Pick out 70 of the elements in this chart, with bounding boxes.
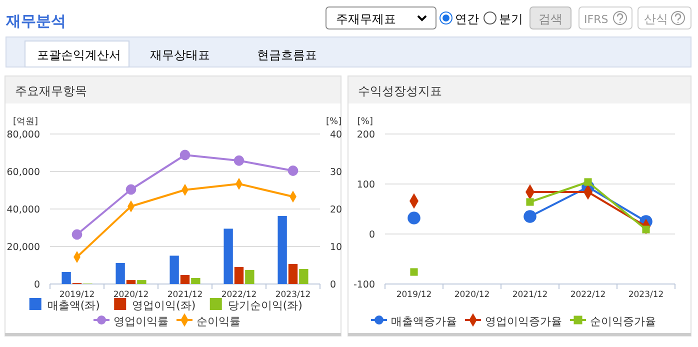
bar	[191, 278, 200, 284]
x-tick-label: 2020/12	[113, 290, 149, 300]
y-tick-label: 60,000	[6, 167, 40, 178]
text: 포괄손익계산서	[37, 48, 121, 62]
y-tick-label: 0	[34, 280, 40, 290]
point	[524, 210, 536, 223]
text: 주재무제표	[336, 12, 396, 26]
point	[288, 166, 298, 176]
y-tick-label: 80,000	[6, 130, 40, 140]
y-axis-title: [억원]	[12, 117, 38, 127]
x-tick-label: 2021/12	[512, 290, 548, 300]
text: 재무상태표	[150, 48, 210, 62]
bar	[278, 216, 287, 284]
text: 분기	[499, 12, 523, 26]
bar	[126, 280, 136, 284]
point	[408, 212, 420, 224]
x-tick-label: 2022/12	[221, 290, 257, 300]
bar	[224, 228, 233, 284]
legend-label: 매출액(좌)	[47, 299, 100, 312]
point	[72, 229, 82, 240]
text: 재무분석	[5, 12, 66, 30]
x-tick-label: 2019/12	[59, 290, 95, 300]
y-tick-label: 200	[356, 130, 375, 140]
y2-axis-title: [%]	[326, 117, 342, 127]
bar	[137, 280, 146, 284]
x-tick-label: 2021/12	[167, 290, 203, 300]
y-tick-label: -100	[353, 280, 375, 290]
bar	[288, 264, 298, 284]
chart-title: 주요재무항목	[15, 84, 87, 98]
x-tick-label: 2023/12	[628, 290, 664, 300]
point	[234, 155, 244, 166]
y-tick-label: 100	[356, 180, 375, 190]
y2-tick-label: 0	[330, 280, 336, 290]
bar	[234, 266, 244, 284]
y-tick-label: 0	[368, 230, 375, 240]
bar	[116, 263, 125, 284]
text: IFRS	[584, 13, 608, 26]
bar	[62, 272, 71, 284]
text: 검색	[538, 12, 562, 26]
x-tick-label: 2022/12	[570, 290, 606, 300]
bar	[299, 269, 308, 284]
point	[526, 198, 534, 206]
legend-label: 당기순이익(좌)	[228, 299, 302, 312]
text: 현금흐름표	[257, 48, 317, 62]
point	[410, 268, 418, 276]
x-tick-label: 2020/12	[454, 290, 490, 300]
y2-tick-label: 20	[330, 204, 342, 216]
y2-tick-label: 10	[330, 242, 342, 253]
point	[180, 150, 190, 160]
text: 연간	[455, 12, 479, 26]
y-tick-label: 20,000	[6, 242, 40, 253]
legend-label: 영업이익(좌)	[132, 299, 196, 312]
legend-label: 영업이익률	[114, 315, 168, 328]
y2-tick-label: 30	[330, 167, 342, 178]
y-axis-title: [%]	[357, 117, 373, 127]
y2-tick-label: 40	[330, 130, 342, 140]
legend-label: 순이익률	[196, 315, 240, 328]
bar	[170, 256, 179, 284]
bar	[245, 270, 254, 284]
bar	[180, 275, 190, 284]
x-tick-label: 2023/12	[275, 290, 311, 300]
legend-label: 순이익증가율	[590, 315, 656, 328]
legend-label: 영업이익증가율	[485, 315, 562, 328]
legend-label: 매출액증가율	[391, 315, 457, 328]
text: 산식	[644, 12, 668, 26]
point	[584, 178, 592, 186]
y-tick-label: 40,000	[6, 204, 40, 216]
chart-title: 수익성장성지표	[358, 84, 442, 98]
x-tick-label: 2019/12	[396, 290, 432, 300]
point	[126, 184, 136, 195]
